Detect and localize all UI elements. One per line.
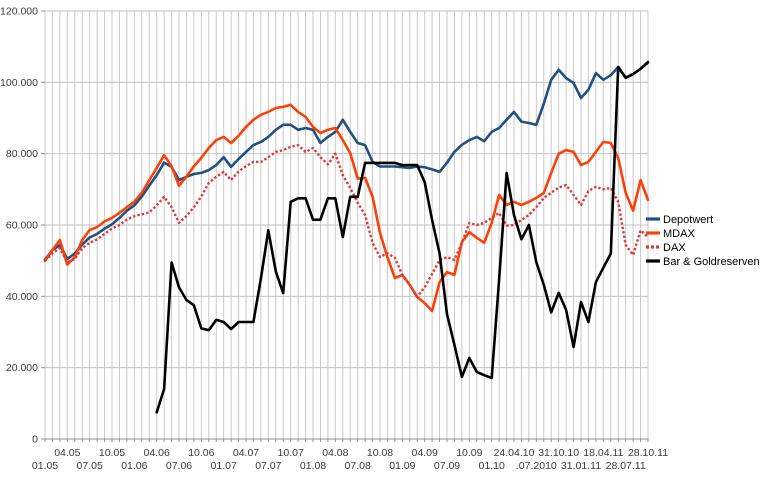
x-axis-label: 31.10.10 bbox=[538, 447, 579, 459]
x-axis-label: 01.05 bbox=[32, 460, 58, 472]
x-axis-label: 01.07 bbox=[211, 460, 237, 472]
x-axis-label: 07.05 bbox=[77, 460, 103, 472]
x-axis-label: 07.07 bbox=[255, 460, 281, 472]
y-axis-label: 20.000 bbox=[6, 362, 38, 374]
x-axis-label: 28.07.11 bbox=[606, 460, 646, 472]
x-axis-label: 04.05 bbox=[54, 447, 80, 459]
legend-label: MDAX bbox=[663, 228, 695, 240]
x-axis-label: 04.09 bbox=[412, 447, 438, 459]
x-axis-label: 10.07 bbox=[278, 447, 304, 459]
x-axis-label: 10.08 bbox=[367, 447, 393, 459]
x-axis-label: 10.09 bbox=[456, 447, 482, 459]
legend-label: DAX bbox=[663, 242, 686, 254]
legend-label: Depotwert bbox=[663, 214, 713, 226]
series-line-depotwert bbox=[43, 61, 650, 261]
x-axis-label: 04.06 bbox=[144, 447, 170, 459]
x-axis-label: 01.08 bbox=[300, 460, 326, 472]
y-axis-label: 60.000 bbox=[6, 220, 38, 232]
x-axis-label: 10.05 bbox=[99, 447, 125, 459]
x-axis-label: 07.09 bbox=[434, 460, 460, 472]
series-line-bar-goldreserven bbox=[155, 60, 650, 414]
y-axis-label: 120.000 bbox=[0, 6, 38, 18]
x-axis-label: 28.10.11 bbox=[628, 447, 668, 459]
x-axis-label: 07.06 bbox=[166, 460, 192, 472]
x-axis-label: 07.08 bbox=[345, 460, 371, 472]
y-axis-label: 80.000 bbox=[6, 148, 38, 160]
y-axis-label: 100.000 bbox=[0, 77, 38, 89]
legend-label: Bar & Goldreserven bbox=[663, 256, 760, 268]
series-line-mdax bbox=[43, 103, 650, 313]
x-axis-label: 01.06 bbox=[121, 460, 147, 472]
x-axis-label: 04.07 bbox=[233, 447, 259, 459]
x-axis-label: 04.08 bbox=[322, 447, 348, 459]
y-axis-label: 40.000 bbox=[6, 291, 38, 303]
y-axis-label: 0 bbox=[32, 434, 38, 446]
x-axis-label: .07.2010 bbox=[516, 460, 557, 472]
x-axis-label: 24.04.10 bbox=[494, 447, 535, 459]
x-axis-label: 31.01.11 bbox=[561, 460, 601, 472]
x-axis-label: 01.10 bbox=[479, 460, 505, 472]
x-axis-label: 10.06 bbox=[188, 447, 214, 459]
x-axis-label: 01.09 bbox=[389, 460, 415, 472]
x-axis-label: 18.04.11 bbox=[583, 447, 623, 459]
